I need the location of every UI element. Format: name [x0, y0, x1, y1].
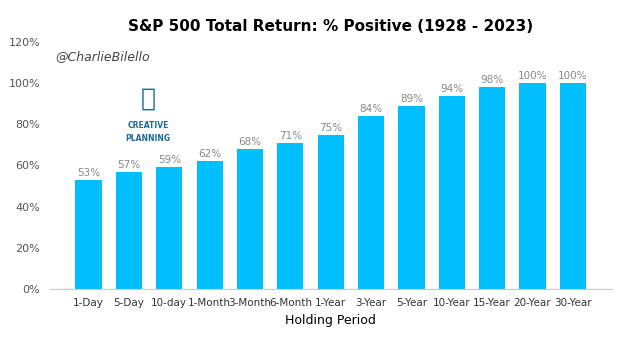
Bar — [439, 96, 465, 289]
Bar — [197, 161, 223, 289]
Bar — [76, 180, 102, 289]
Bar — [277, 143, 303, 289]
Text: 84%: 84% — [359, 104, 383, 114]
Text: 100%: 100% — [518, 71, 547, 81]
Bar — [479, 87, 505, 289]
Text: 89%: 89% — [400, 94, 423, 104]
Bar — [398, 106, 424, 289]
Text: 98%: 98% — [480, 75, 504, 86]
Text: 68%: 68% — [238, 137, 261, 147]
Text: CREATIVE
PLANNING: CREATIVE PLANNING — [125, 121, 171, 143]
Text: 59%: 59% — [158, 156, 181, 165]
Bar — [318, 134, 344, 289]
Bar — [156, 168, 182, 289]
Bar — [519, 83, 545, 289]
Bar — [116, 171, 142, 289]
Text: 100%: 100% — [558, 71, 588, 81]
Bar — [237, 149, 263, 289]
Bar — [358, 116, 384, 289]
Text: 62%: 62% — [198, 149, 221, 159]
Text: 75%: 75% — [319, 122, 343, 133]
Text: 94%: 94% — [441, 83, 464, 94]
Text: 53%: 53% — [77, 168, 100, 178]
Text: Ⓒ: Ⓒ — [140, 87, 156, 111]
X-axis label: Holding Period: Holding Period — [285, 314, 376, 327]
Text: 71%: 71% — [279, 131, 302, 141]
Text: 57%: 57% — [117, 159, 140, 170]
Title: S&P 500 Total Return: % Positive (1928 - 2023): S&P 500 Total Return: % Positive (1928 -… — [128, 19, 534, 34]
Bar — [560, 83, 586, 289]
Text: @CharlieBilello: @CharlieBilello — [56, 50, 150, 63]
